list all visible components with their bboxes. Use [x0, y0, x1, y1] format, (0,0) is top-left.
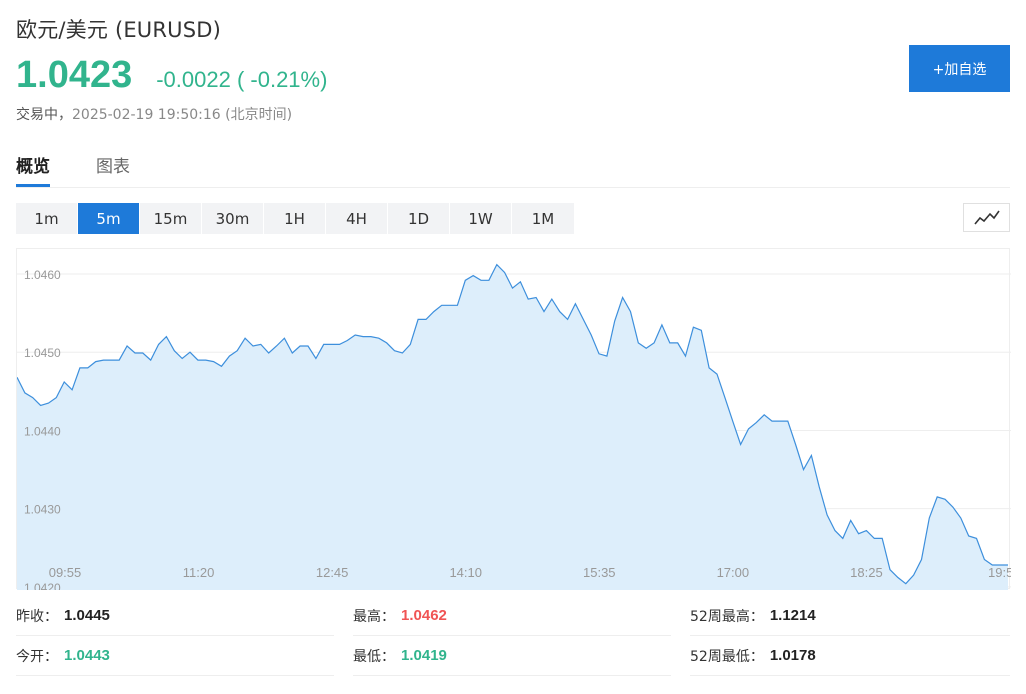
period-1m[interactable]: 1m	[16, 203, 78, 234]
quote-timestamp: 2025-02-19 19:50:16 (北京时间)	[72, 107, 293, 123]
price-row: 1.0423 -0.0022 ( -0.21%)	[16, 54, 327, 98]
trading-status: 交易中，2025-02-19 19:50:16 (北京时间)	[16, 104, 292, 124]
stat-low-value: 1.0419	[401, 647, 447, 664]
price-change: -0.0022 ( -0.21%)	[156, 67, 328, 92]
y-tick-label: 1.0420	[24, 581, 61, 590]
period-selector: 1m 5m 15m 30m 1H 4H 1D 1W 1M	[16, 203, 574, 234]
stat-low: 最低： 1.0419	[353, 636, 671, 676]
price-area-fill	[17, 264, 1008, 590]
x-tick-label: 12:45	[316, 565, 349, 580]
stat-high-value: 1.0462	[401, 607, 447, 624]
add-to-watchlist-button[interactable]: +加自选	[909, 45, 1010, 92]
stat-52w-low-label: 52周最低：	[690, 648, 764, 665]
page-title: 欧元/美元 (EURUSD)	[16, 18, 222, 42]
x-tick-label: 14:10	[449, 565, 482, 580]
stat-open-value: 1.0443	[64, 647, 110, 664]
x-tick-label: 19:5	[988, 565, 1011, 580]
period-1mo[interactable]: 1M	[531, 209, 555, 228]
x-tick-label: 18:25	[850, 565, 883, 580]
chart-type-button[interactable]	[963, 203, 1010, 232]
stat-52w-high-label: 52周最高：	[690, 608, 764, 625]
stat-open-label: 今开：	[16, 648, 58, 665]
stat-52w-low: 52周最低： 1.0178	[690, 636, 1010, 676]
stat-prev-close-value: 1.0445	[64, 607, 110, 624]
x-tick-label: 11:20	[183, 565, 215, 580]
x-tick-label: 09:55	[49, 565, 82, 580]
stat-52w-high: 52周最高： 1.1214	[690, 596, 1010, 636]
price-line	[17, 263, 1008, 585]
tab-overview[interactable]: 概览	[16, 152, 50, 187]
stat-open: 今开： 1.0443	[16, 636, 334, 676]
stat-high: 最高： 1.0462	[353, 596, 671, 636]
tab-chart[interactable]: 图表	[96, 157, 130, 177]
stat-52w-low-value: 1.0178	[769, 647, 816, 664]
x-tick-label: 17:00	[717, 565, 750, 580]
period-30m[interactable]: 30m	[202, 203, 264, 234]
stat-low-label: 最低：	[353, 648, 395, 665]
y-tick-label: 1.0450	[24, 346, 61, 360]
tab-bar: 概览 图表	[16, 150, 1010, 188]
x-tick-label: 15:35	[583, 565, 616, 580]
period-5m[interactable]: 5m	[78, 203, 140, 234]
y-tick-label: 1.0430	[24, 503, 61, 517]
stat-high-label: 最高：	[353, 608, 395, 625]
stat-52w-high-value: 1.1214	[769, 607, 816, 624]
y-tick-label: 1.0460	[24, 268, 61, 282]
period-15m[interactable]: 15m	[140, 203, 202, 234]
period-4h[interactable]: 4H	[326, 203, 388, 234]
y-tick-label: 1.0440	[24, 424, 61, 438]
period-1h[interactable]: 1H	[264, 203, 326, 234]
current-price: 1.0423	[16, 54, 133, 96]
stat-prev-close-label: 昨收：	[16, 608, 58, 625]
period-1w[interactable]: 1W	[450, 203, 512, 234]
price-chart[interactable]: 1.0460 1.0450 1.0440 1.0430 1.0420 09:55 11:20…	[16, 248, 1011, 590]
line-chart-icon	[973, 210, 1000, 225]
trading-status-label: 交易中，	[16, 107, 72, 123]
period-1d[interactable]: 1D	[388, 203, 450, 234]
stat-prev-close: 昨收： 1.0445	[16, 596, 334, 636]
